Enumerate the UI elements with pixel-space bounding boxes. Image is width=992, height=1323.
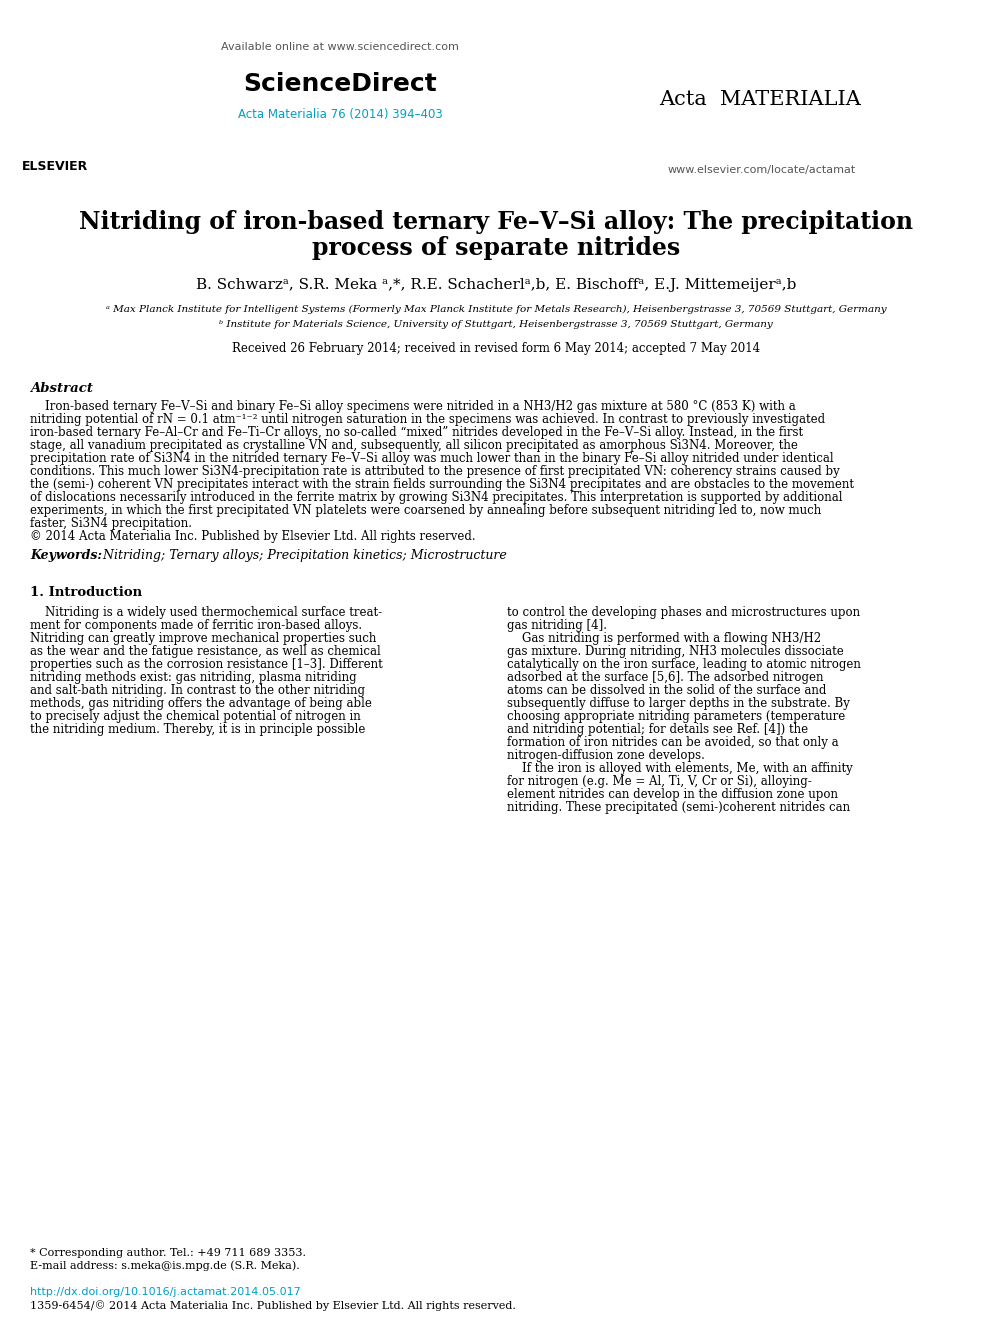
Text: http://dx.doi.org/10.1016/j.actamat.2014.05.017: http://dx.doi.org/10.1016/j.actamat.2014…	[30, 1287, 301, 1297]
Text: atoms can be dissolved in the solid of the surface and: atoms can be dissolved in the solid of t…	[507, 684, 826, 697]
Text: nitriding potential of rN = 0.1 atm⁻¹⁻² until nitrogen saturation in the specime: nitriding potential of rN = 0.1 atm⁻¹⁻² …	[30, 413, 825, 426]
Text: experiments, in which the first precipitated VN platelets were coarsened by anne: experiments, in which the first precipit…	[30, 504, 821, 517]
Text: and salt-bath nitriding. In contrast to the other nitriding: and salt-bath nitriding. In contrast to …	[30, 684, 365, 697]
Text: ScienceDirect: ScienceDirect	[243, 71, 436, 97]
Text: B. Schwarzᵃ, S.R. Meka ᵃ,*, R.E. Schacherlᵃ,b, E. Bischoffᵃ, E.J. Mittemeijerᵃ,b: B. Schwarzᵃ, S.R. Meka ᵃ,*, R.E. Schache…	[195, 278, 797, 292]
Text: Nitriding can greatly improve mechanical properties such: Nitriding can greatly improve mechanical…	[30, 632, 376, 646]
Text: Abstract: Abstract	[30, 382, 93, 396]
Text: nitriding methods exist: gas nitriding, plasma nitriding: nitriding methods exist: gas nitriding, …	[30, 671, 357, 684]
Text: 1359-6454/© 2014 Acta Materialia Inc. Published by Elsevier Ltd. All rights rese: 1359-6454/© 2014 Acta Materialia Inc. Pu…	[30, 1301, 516, 1311]
Text: element nitrides can develop in the diffusion zone upon: element nitrides can develop in the diff…	[507, 789, 838, 800]
Text: Iron-based ternary Fe–V–Si and binary Fe–Si alloy specimens were nitrided in a N: Iron-based ternary Fe–V–Si and binary Fe…	[30, 400, 796, 413]
Text: Nitriding; Ternary alloys; Precipitation kinetics; Microstructure: Nitriding; Ternary alloys; Precipitation…	[95, 549, 507, 562]
Text: methods, gas nitriding offers the advantage of being able: methods, gas nitriding offers the advant…	[30, 697, 372, 710]
Text: If the iron is alloyed with elements, Me, with an affinity: If the iron is alloyed with elements, Me…	[507, 762, 853, 775]
Text: Nitriding is a widely used thermochemical surface treat-: Nitriding is a widely used thermochemica…	[30, 606, 382, 619]
Text: ᵃ Max Planck Institute for Intelligent Systems (Formerly Max Planck Institute fo: ᵃ Max Planck Institute for Intelligent S…	[106, 306, 886, 314]
Text: nitriding. These precipitated (semi-)coherent nitrides can: nitriding. These precipitated (semi-)coh…	[507, 800, 850, 814]
Text: E-mail address: s.meka@is.mpg.de (S.R. Meka).: E-mail address: s.meka@is.mpg.de (S.R. M…	[30, 1259, 300, 1270]
Text: Keywords:: Keywords:	[30, 549, 102, 562]
Text: © 2014 Acta Materialia Inc. Published by Elsevier Ltd. All rights reserved.: © 2014 Acta Materialia Inc. Published by…	[30, 531, 475, 542]
Text: the nitriding medium. Thereby, it is in principle possible: the nitriding medium. Thereby, it is in …	[30, 722, 365, 736]
Text: Acta  MATERIALIA: Acta MATERIALIA	[659, 90, 861, 108]
Text: gas nitriding [4].: gas nitriding [4].	[507, 619, 607, 632]
Text: process of separate nitrides: process of separate nitrides	[311, 235, 681, 261]
Text: choosing appropriate nitriding parameters (temperature: choosing appropriate nitriding parameter…	[507, 710, 845, 722]
Text: subsequently diffuse to larger depths in the substrate. By: subsequently diffuse to larger depths in…	[507, 697, 850, 710]
Text: adsorbed at the surface [5,6]. The adsorbed nitrogen: adsorbed at the surface [5,6]. The adsor…	[507, 671, 823, 684]
Text: Nitriding of iron-based ternary Fe–V–Si alloy: The precipitation: Nitriding of iron-based ternary Fe–V–Si …	[79, 210, 913, 234]
Text: ment for components made of ferritic iron-based alloys.: ment for components made of ferritic iro…	[30, 619, 362, 632]
Text: ᵇ Institute for Materials Science, University of Stuttgart, Heisenbergstrasse 3,: ᵇ Institute for Materials Science, Unive…	[219, 320, 773, 329]
Text: formation of iron nitrides can be avoided, so that only a: formation of iron nitrides can be avoide…	[507, 736, 838, 749]
Text: of dislocations necessarily introduced in the ferrite matrix by growing Si3N4 pr: of dislocations necessarily introduced i…	[30, 491, 842, 504]
Text: www.elsevier.com/locate/actamat: www.elsevier.com/locate/actamat	[668, 165, 856, 175]
Text: properties such as the corrosion resistance [1–3]. Different: properties such as the corrosion resista…	[30, 658, 383, 671]
Text: Gas nitriding is performed with a flowing NH3/H2: Gas nitriding is performed with a flowin…	[507, 632, 821, 646]
Text: faster, Si3N4 precipitation.: faster, Si3N4 precipitation.	[30, 517, 192, 531]
Text: iron-based ternary Fe–Al–Cr and Fe–Ti–Cr alloys, no so-called “mixed” nitrides d: iron-based ternary Fe–Al–Cr and Fe–Ti–Cr…	[30, 426, 804, 439]
Text: ELSEVIER: ELSEVIER	[22, 160, 88, 173]
Text: to control the developing phases and microstructures upon: to control the developing phases and mic…	[507, 606, 860, 619]
Text: gas mixture. During nitriding, NH3 molecules dissociate: gas mixture. During nitriding, NH3 molec…	[507, 646, 844, 658]
Text: conditions. This much lower Si3N4-precipitation rate is attributed to the presen: conditions. This much lower Si3N4-precip…	[30, 464, 840, 478]
Text: as the wear and the fatigue resistance, as well as chemical: as the wear and the fatigue resistance, …	[30, 646, 381, 658]
Text: * Corresponding author. Tel.: +49 711 689 3353.: * Corresponding author. Tel.: +49 711 68…	[30, 1248, 306, 1258]
Text: the (semi-) coherent VN precipitates interact with the strain fields surrounding: the (semi-) coherent VN precipitates int…	[30, 478, 854, 491]
Text: precipitation rate of Si3N4 in the nitrided ternary Fe–V–Si alloy was much lower: precipitation rate of Si3N4 in the nitri…	[30, 452, 833, 464]
Text: for nitrogen (e.g. Me = Al, Ti, V, Cr or Si), alloying-: for nitrogen (e.g. Me = Al, Ti, V, Cr or…	[507, 775, 811, 789]
Text: and nitriding potential; for details see Ref. [4]) the: and nitriding potential; for details see…	[507, 722, 808, 736]
Text: Available online at www.sciencedirect.com: Available online at www.sciencedirect.co…	[221, 42, 459, 52]
Text: nitrogen-diffusion zone develops.: nitrogen-diffusion zone develops.	[507, 749, 705, 762]
Text: catalytically on the iron surface, leading to atomic nitrogen: catalytically on the iron surface, leadi…	[507, 658, 861, 671]
Text: Acta Materialia 76 (2014) 394–403: Acta Materialia 76 (2014) 394–403	[238, 108, 442, 120]
Text: stage, all vanadium precipitated as crystalline VN and, subsequently, all silico: stage, all vanadium precipitated as crys…	[30, 439, 798, 452]
Text: Received 26 February 2014; received in revised form 6 May 2014; accepted 7 May 2: Received 26 February 2014; received in r…	[232, 343, 760, 355]
Text: 1. Introduction: 1. Introduction	[30, 586, 142, 599]
Text: to precisely adjust the chemical potential of nitrogen in: to precisely adjust the chemical potenti…	[30, 710, 361, 722]
